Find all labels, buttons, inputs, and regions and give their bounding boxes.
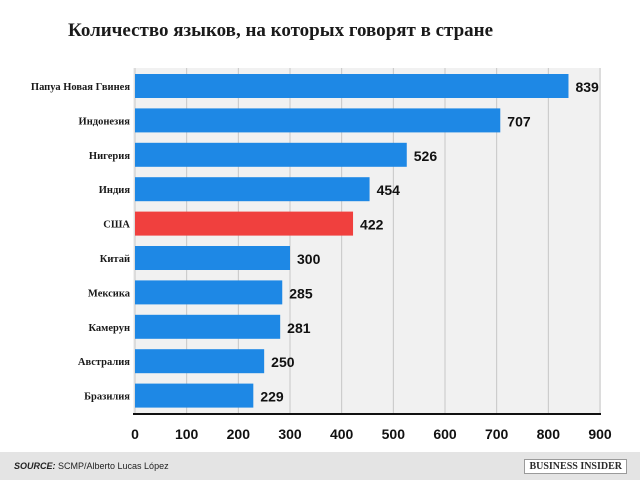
value-label: 229 bbox=[260, 389, 284, 405]
value-label: 300 bbox=[297, 251, 321, 267]
bar bbox=[135, 177, 370, 202]
category-label: Индия bbox=[99, 185, 131, 196]
source-label: SOURCE: bbox=[14, 461, 56, 471]
source-text: SCMP/Alberto Lucas López bbox=[55, 461, 169, 471]
bar bbox=[135, 74, 569, 98]
bar bbox=[135, 108, 501, 133]
bar bbox=[135, 142, 407, 167]
business-insider-logo: BUSINESS INSIDER bbox=[524, 459, 627, 474]
x-tick-label: 900 bbox=[588, 426, 612, 442]
value-label: 281 bbox=[287, 320, 311, 336]
value-label: 526 bbox=[414, 148, 438, 164]
footer: SOURCE: SCMP/Alberto Lucas López BUSINES… bbox=[0, 452, 640, 480]
value-label: 422 bbox=[360, 217, 384, 233]
bars: Папуа Новая Гвинея 839 Индонезия 707 Нигерия… bbox=[31, 74, 599, 408]
value-label: 707 bbox=[507, 113, 531, 129]
category-label: Камерун bbox=[88, 323, 130, 334]
category-label: Папуа Новая Гвинея bbox=[31, 82, 130, 93]
category-label: Бразилия bbox=[84, 392, 130, 403]
category-label: Мексика bbox=[88, 288, 131, 299]
category-label: Австралия bbox=[78, 357, 130, 368]
value-label: 839 bbox=[575, 79, 599, 95]
value-label: 285 bbox=[289, 285, 313, 301]
x-tick-label: 0 bbox=[131, 426, 139, 442]
category-label: Нигерия bbox=[89, 151, 130, 162]
bar bbox=[135, 349, 265, 374]
bar bbox=[135, 246, 290, 270]
x-axis: 0 100 200 300 400 500 600 700 800 900 bbox=[131, 413, 612, 442]
bar bbox=[135, 280, 283, 305]
x-tick-label: 300 bbox=[278, 426, 302, 442]
source-note: SOURCE: SCMP/Alberto Lucas López bbox=[14, 461, 169, 471]
chart-title: Количество языков, на которых говорят в … bbox=[68, 20, 494, 41]
x-tick-label: 400 bbox=[330, 426, 354, 442]
x-tick-label: 800 bbox=[537, 426, 561, 442]
bar bbox=[135, 314, 281, 339]
bar bbox=[135, 211, 354, 236]
x-tick-label: 100 bbox=[175, 426, 199, 442]
category-label: США bbox=[103, 220, 130, 231]
bar bbox=[135, 383, 254, 408]
bar-chart: Папуа Новая Гвинея 839 Индонезия 707 Нигерия… bbox=[31, 68, 612, 442]
value-label: 250 bbox=[271, 354, 295, 370]
category-label: Индонезия bbox=[79, 116, 131, 127]
x-tick-label: 500 bbox=[382, 426, 406, 442]
category-label: Китай bbox=[100, 254, 130, 265]
x-tick-label: 600 bbox=[433, 426, 457, 442]
x-tick-label: 700 bbox=[485, 426, 509, 442]
value-label: 454 bbox=[377, 182, 401, 198]
x-tick-label: 200 bbox=[227, 426, 251, 442]
